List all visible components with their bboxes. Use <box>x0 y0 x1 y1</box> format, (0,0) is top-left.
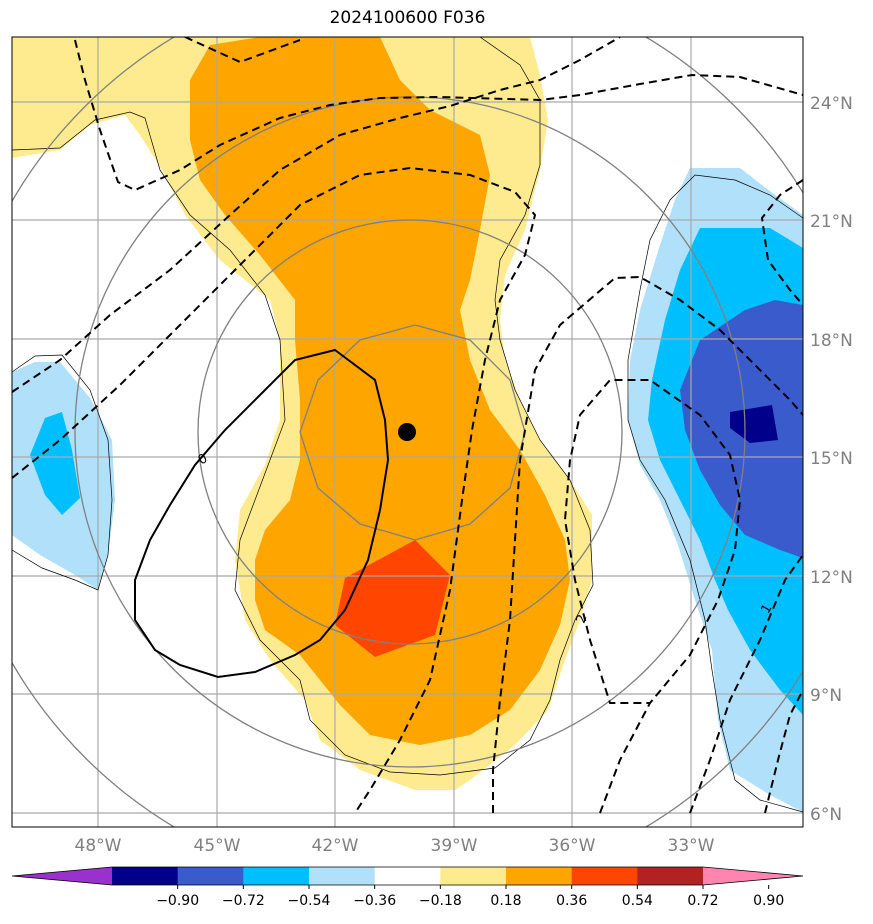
storm-center-marker <box>398 423 416 441</box>
lat-label: 12°N <box>810 568 853 588</box>
lat-label: 6°N <box>810 805 842 825</box>
lon-label: 48°W <box>75 836 122 856</box>
lat-label: 24°N <box>810 94 853 114</box>
anomaly-fill-blue-west <box>30 412 80 515</box>
colorbar: −0.90 −0.72 −0.54 −0.36 −0.18 0.18 0.36 0.54 0.7… <box>11 866 804 909</box>
colorbar-outline <box>11 866 804 886</box>
colorbar-extend-low <box>12 867 112 885</box>
colorbar-tick-label: 0.54 <box>622 893 653 909</box>
colorbar-tick-label: −0.90 <box>156 893 199 909</box>
lat-labels: 24°N 21°N 18°N 15°N 12°N 9°N 6°N <box>810 94 853 825</box>
lon-label: 45°W <box>194 836 241 856</box>
graticule <box>12 37 803 827</box>
colorbar-extend-high <box>703 867 803 885</box>
colorbar-segment <box>506 867 573 885</box>
plot-frame <box>11 36 804 828</box>
lat-label: 15°N <box>810 449 853 469</box>
colorbar-tick-label: −0.54 <box>288 893 331 909</box>
colorbar-segment <box>112 867 179 885</box>
colorbar-tick-label: 0.90 <box>753 893 784 909</box>
map-plot-area: 0 2 1 <box>12 37 803 827</box>
colorbar-segment <box>309 867 376 885</box>
colorbar-segment <box>177 867 244 885</box>
colorbar-segment <box>571 867 638 885</box>
colorbar-segment <box>243 867 310 885</box>
colorbar-tick-label: −0.36 <box>353 893 396 909</box>
dashed-contours <box>12 37 803 814</box>
colorbar-tick-label: 0.72 <box>687 893 718 909</box>
colorbar-segment <box>440 867 507 885</box>
map-title: 2024100600 F036 <box>329 8 486 28</box>
lon-label: 36°W <box>549 836 596 856</box>
lat-label: 21°N <box>810 212 853 232</box>
anomaly-fill-navy-east <box>730 405 778 443</box>
contour-label-0: 0 <box>196 451 211 468</box>
colorbar-segment <box>637 867 704 885</box>
colorbar-segment <box>374 867 441 885</box>
lat-label: 18°N <box>810 331 853 351</box>
colorbar-tick-label: −0.72 <box>222 893 265 909</box>
colorbar-tick-label: 0.36 <box>556 893 587 909</box>
colorbar-tick-label: 0.18 <box>490 893 521 909</box>
lon-label: 33°W <box>668 836 715 856</box>
lon-label: 42°W <box>312 836 359 856</box>
solid-contour <box>134 348 390 679</box>
colorbar-tick-label: −0.18 <box>419 893 462 909</box>
anomaly-fill-orange <box>190 37 570 745</box>
lat-label: 9°N <box>810 686 842 706</box>
lon-labels: 48°W 45°W 42°W 39°W 36°W 33°W <box>75 836 715 856</box>
lon-label: 39°W <box>431 836 478 856</box>
